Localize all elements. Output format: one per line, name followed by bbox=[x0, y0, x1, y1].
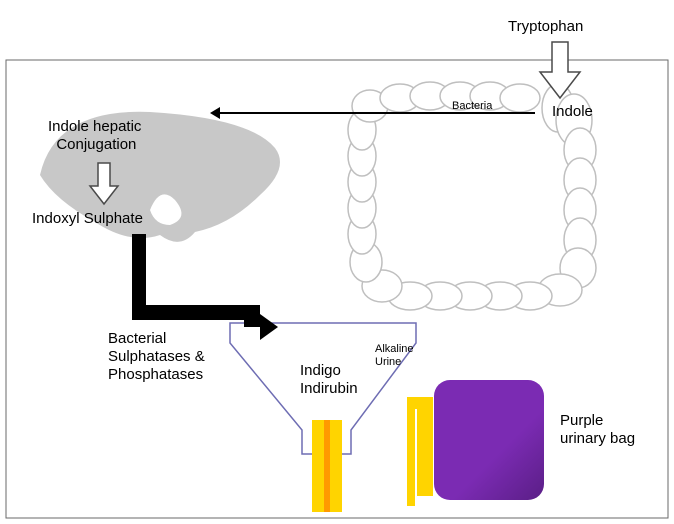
label-bacteria: Bacteria bbox=[452, 100, 492, 113]
label-hepatic: Indole hepatic Conjugation bbox=[48, 118, 141, 154]
urinary-bag bbox=[434, 380, 544, 500]
label-indoxyl: Indoxyl Sulphate bbox=[32, 210, 143, 228]
label-tryptophan: Tryptophan bbox=[508, 18, 583, 36]
diagram-stage: Tryptophan Indole Bacteria Indole hepati… bbox=[0, 0, 674, 524]
label-sulphatases: Bacterial Sulphatases & Phosphatases bbox=[108, 330, 205, 384]
label-alkaline: Alkaline Urine bbox=[375, 343, 414, 369]
label-indigo: Indigo Indirubin bbox=[300, 362, 358, 398]
label-bag: Purple urinary bag bbox=[560, 412, 635, 448]
label-indole: Indole bbox=[552, 103, 593, 121]
